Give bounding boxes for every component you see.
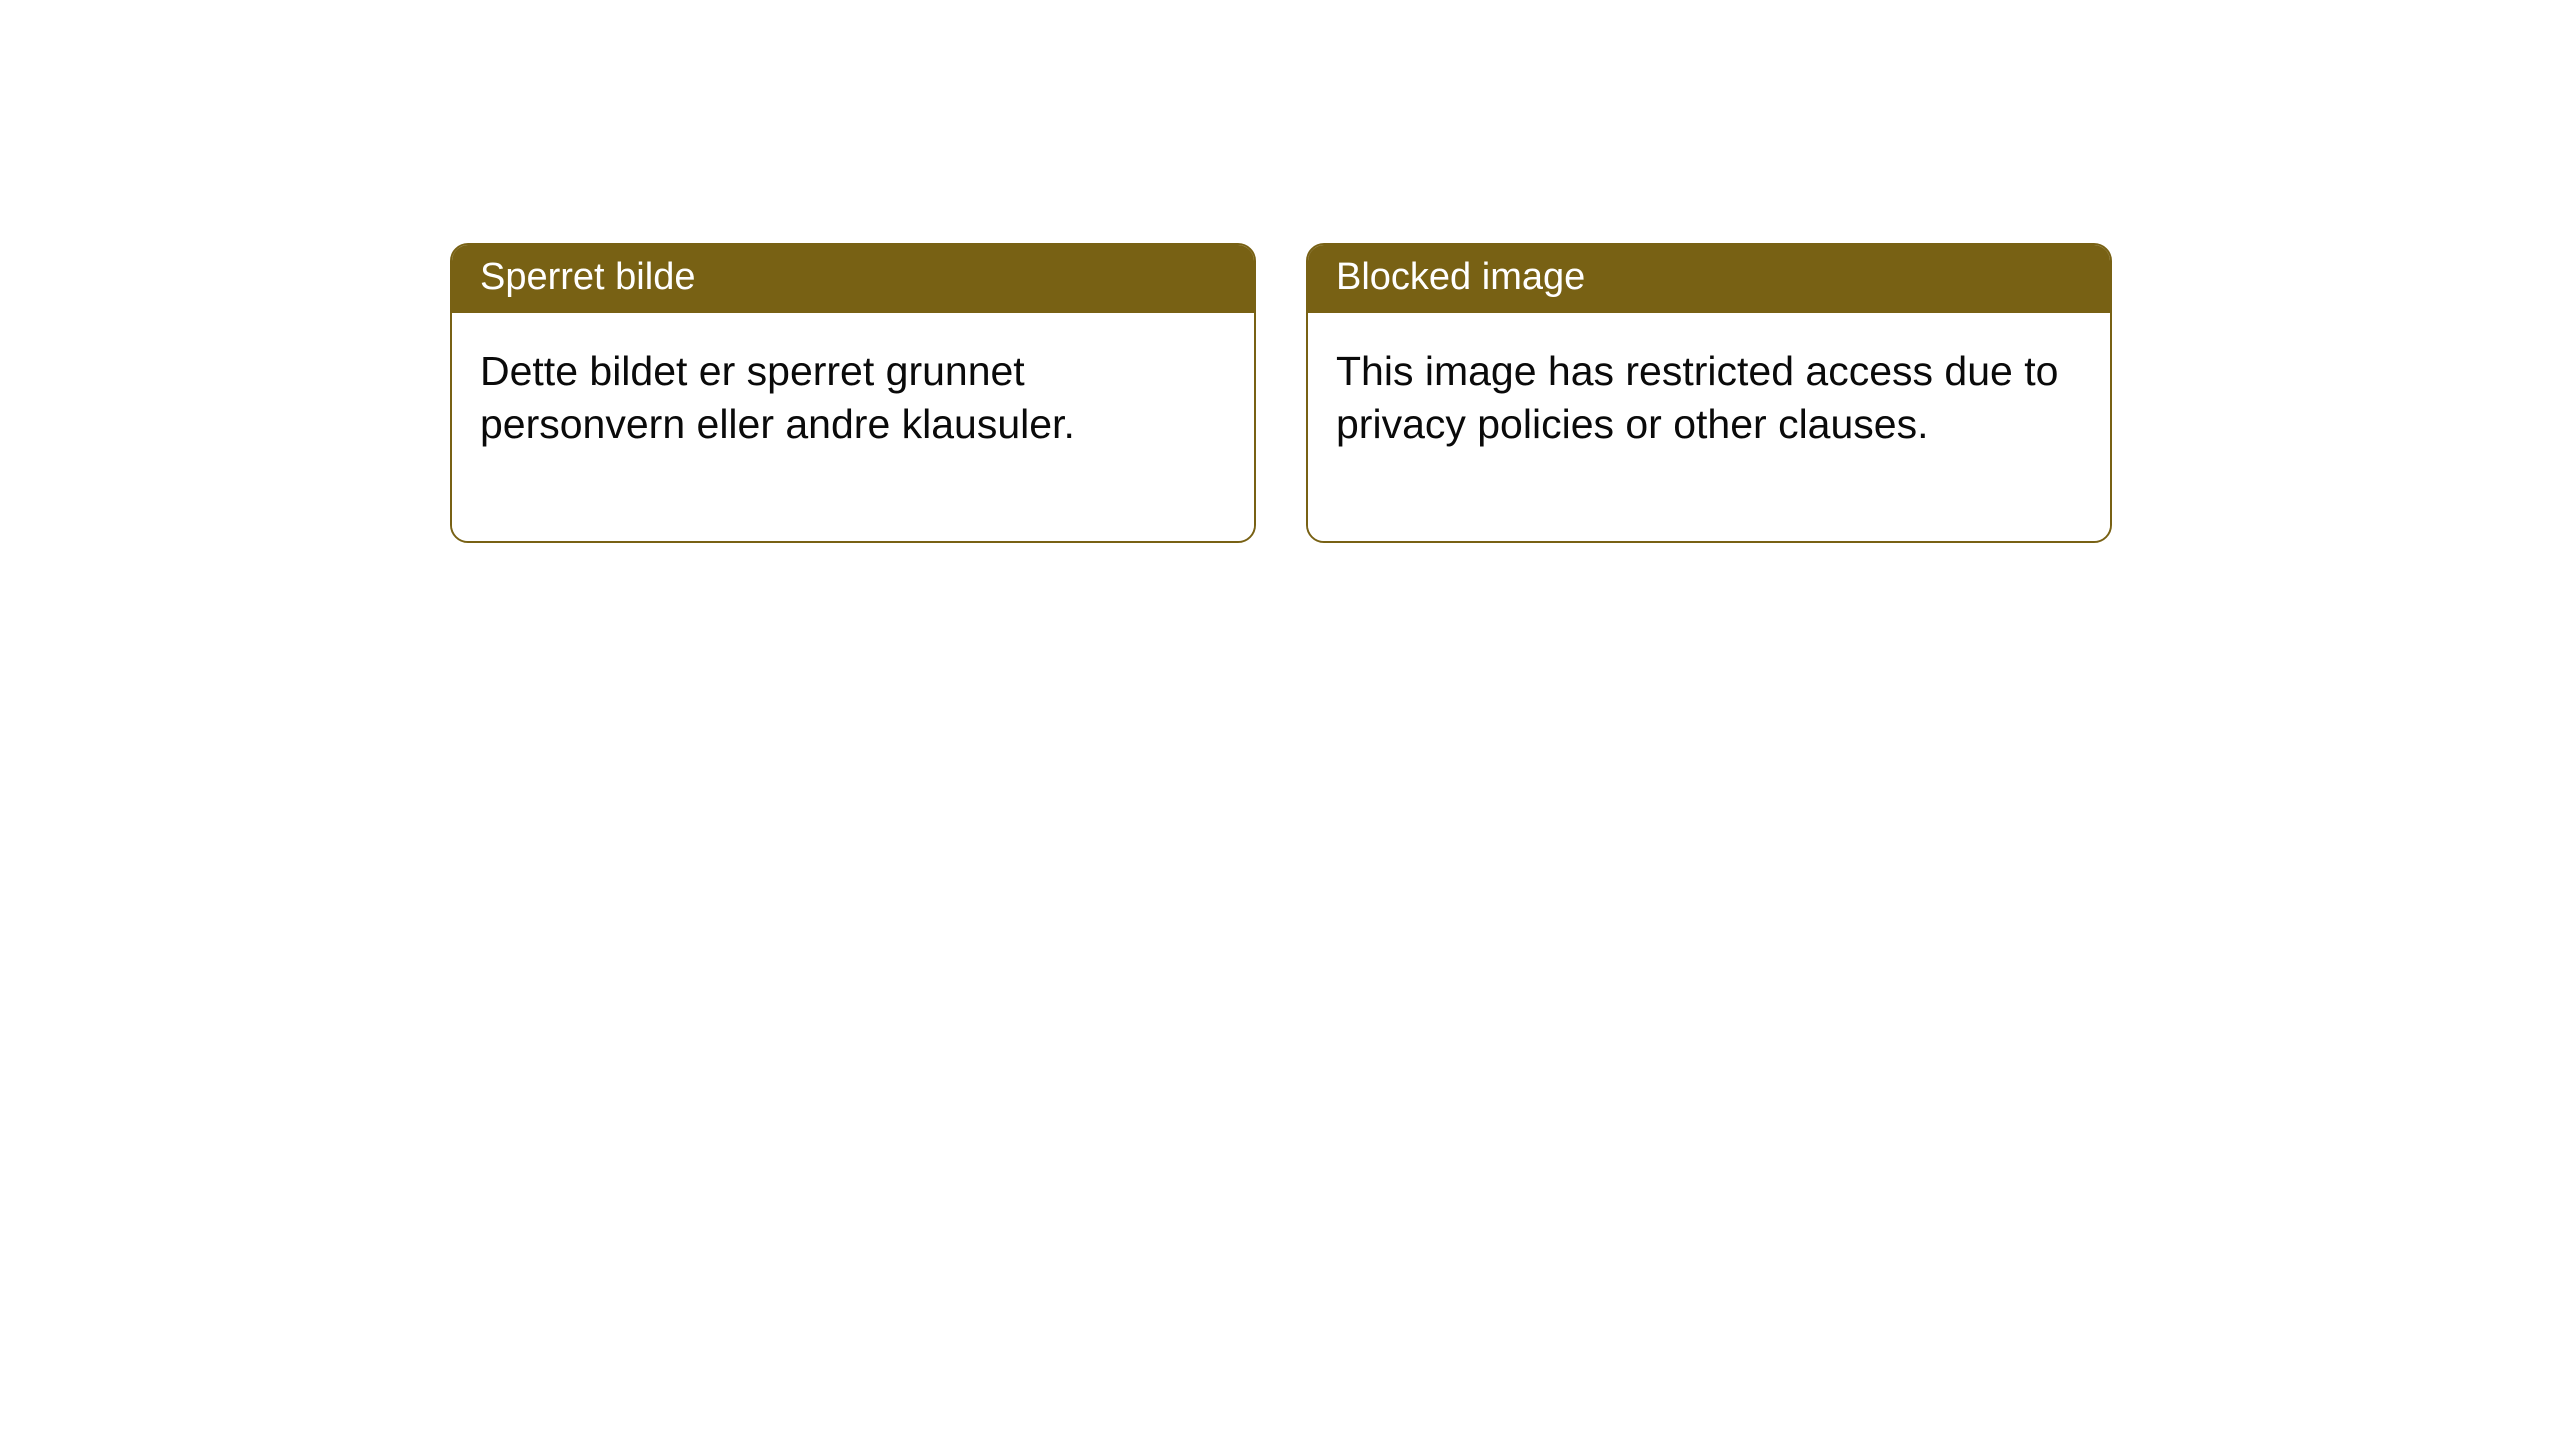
blocked-image-card-en: Blocked image This image has restricted …	[1306, 243, 2112, 543]
blocked-image-notices: Sperret bilde Dette bildet er sperret gr…	[450, 243, 2112, 543]
card-body-en: This image has restricted access due to …	[1308, 313, 2110, 542]
card-body-no: Dette bildet er sperret grunnet personve…	[452, 313, 1254, 542]
card-title-en: Blocked image	[1308, 245, 2110, 313]
card-title-no: Sperret bilde	[452, 245, 1254, 313]
blocked-image-card-no: Sperret bilde Dette bildet er sperret gr…	[450, 243, 1256, 543]
